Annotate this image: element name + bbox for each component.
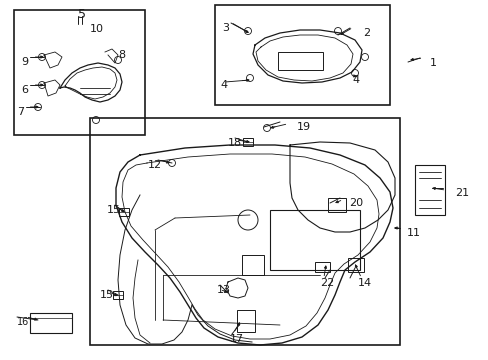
Text: 15: 15 bbox=[107, 205, 121, 215]
Bar bbox=[314, 262, 329, 272]
Bar bbox=[278, 52, 323, 70]
Text: 7: 7 bbox=[17, 107, 24, 117]
Text: 8: 8 bbox=[118, 50, 125, 60]
Bar bbox=[242, 255, 264, 275]
Text: 14: 14 bbox=[357, 278, 371, 288]
Text: 19: 19 bbox=[296, 122, 310, 132]
Bar bbox=[90, 118, 399, 345]
Bar bbox=[414, 165, 444, 215]
Text: 21: 21 bbox=[454, 188, 468, 198]
Bar bbox=[113, 291, 123, 299]
Text: 17: 17 bbox=[229, 334, 244, 344]
Bar bbox=[243, 138, 252, 146]
Text: 15: 15 bbox=[100, 290, 114, 300]
Bar bbox=[30, 313, 72, 333]
Text: 16: 16 bbox=[17, 317, 29, 327]
Text: 5: 5 bbox=[78, 8, 86, 21]
Text: 4: 4 bbox=[351, 75, 358, 85]
Text: 9: 9 bbox=[21, 57, 28, 67]
Text: 3: 3 bbox=[222, 23, 228, 33]
Text: 4: 4 bbox=[220, 80, 226, 90]
Text: 2: 2 bbox=[362, 28, 369, 38]
Text: 11: 11 bbox=[406, 228, 420, 238]
Bar bbox=[119, 208, 129, 216]
Bar bbox=[237, 310, 254, 332]
Text: 12: 12 bbox=[148, 160, 162, 170]
Text: 13: 13 bbox=[217, 285, 230, 295]
Text: 22: 22 bbox=[319, 278, 334, 288]
Text: 20: 20 bbox=[348, 198, 363, 208]
Bar bbox=[215, 5, 389, 105]
Bar bbox=[269, 210, 359, 270]
Text: 18: 18 bbox=[227, 138, 242, 148]
Bar bbox=[347, 258, 363, 272]
Text: 6: 6 bbox=[21, 85, 28, 95]
Bar bbox=[14, 10, 145, 135]
Text: 10: 10 bbox=[90, 24, 104, 34]
Bar bbox=[327, 198, 346, 212]
Text: 1: 1 bbox=[429, 58, 436, 68]
